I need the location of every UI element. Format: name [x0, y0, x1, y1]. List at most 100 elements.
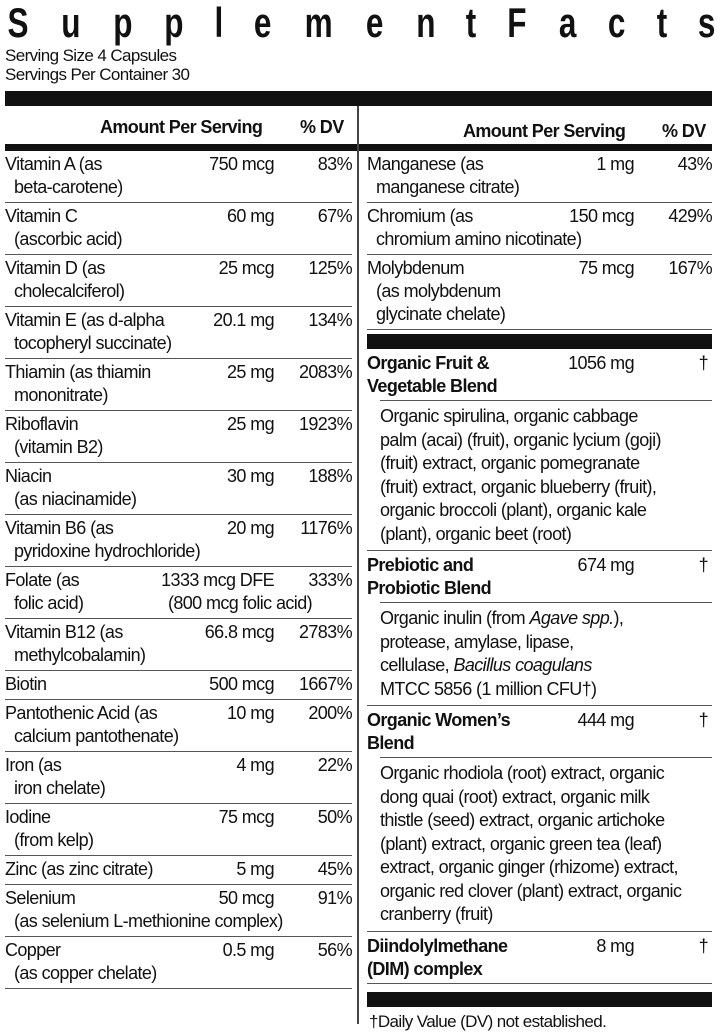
nutrient-name: Iron (as: [5, 755, 62, 775]
ingredient-line: organic broccoli (plant), organic kale: [380, 499, 712, 523]
ingredient-line: cranberry (fruit): [380, 903, 712, 927]
nutrient-name: tocopheryl succinate): [14, 333, 172, 353]
nutrient-amount: 75 mcg: [218, 807, 275, 827]
nutrient-name: Chromium (as: [367, 206, 473, 226]
title-letter: F: [507, 0, 527, 46]
nutrient-name: Manganese (as: [367, 154, 484, 174]
blend-name: Probiotic Blend: [367, 578, 492, 598]
nutrient-name: (as selenium L-methionine complex): [14, 911, 283, 931]
nutrient-dv: 200%: [308, 703, 352, 723]
title-letter: m: [304, 0, 333, 46]
nutrient-row: Vitamin B6 (as pyridoxine hydrochloride) 2…: [5, 515, 353, 567]
ingredient-line: Organic rhodiola (root) extract, organic: [380, 762, 712, 786]
nutrient-row: Vitamin E (as d-alpha tocopheryl succinat…: [5, 307, 353, 359]
nutrient-dv: 1923%: [298, 414, 353, 434]
left-nutrient-list: Vitamin A (as beta-carotene) 750 mcg 83% Vit…: [5, 151, 353, 989]
nutrient-name: (as copper chelate): [14, 963, 157, 983]
title-letter: p: [112, 0, 133, 46]
blend-section: Prebiotic and Probiotic Blend 674 mg † Organ…: [367, 551, 712, 706]
ingredient-text: Organic inulin (from: [380, 608, 530, 628]
nutrient-name: Niacin: [5, 466, 52, 486]
title-letter: p: [164, 0, 184, 46]
nutrient-name: Thiamin (as thiamin: [5, 362, 151, 382]
nutrient-dv: 188%: [308, 466, 352, 486]
nutrient-dv: 125%: [308, 258, 352, 278]
nutrient-name: chromium amino nicotinate): [376, 229, 582, 249]
nutrient-amount: 10 mg: [226, 703, 275, 723]
nutrient-dv: 2083%: [298, 362, 353, 382]
ingredient-text: MTCC 5856 (1 million CFU†): [380, 678, 597, 699]
nutrient-name: (as niacinamide): [14, 489, 137, 509]
nutrient-amount: 25 mcg: [218, 258, 275, 278]
blend-dv: †: [698, 710, 709, 730]
blend-row: Organic Women’s Blend 444 mg †: [367, 706, 712, 757]
nutrient-row: Zinc (as zinc citrate) 5 mg 45%: [5, 856, 353, 885]
footnote: †Daily Value (DV) not established.: [369, 1011, 607, 1031]
blend-ingredients: Organic inulin (from Agave spp.), proteas…: [380, 602, 712, 705]
title-letter: c: [608, 0, 626, 46]
ingredient-text: (fruit) extract, organic pomegranate: [380, 453, 640, 473]
serving-size: Serving Size 4 Capsules: [5, 46, 177, 65]
nutrient-dv: 1176%: [300, 518, 352, 538]
nutrient-row: Folate (as folic acid) 1333 mcg DFE (800 mc…: [5, 567, 353, 619]
ingredient-text: ),: [613, 608, 624, 628]
nutrient-name: Molybdenum: [367, 258, 465, 278]
title-letter: t: [466, 0, 477, 46]
blend-name: Blend: [367, 733, 415, 753]
ingredient-line: (fruit) extract, organic pomegranate: [380, 452, 712, 476]
nutrient-row: Iron (as iron chelate) 4 mg 22%: [5, 752, 353, 804]
right-nutrient-list: Manganese (as manganese citrate) 1 mg 43% Ch…: [367, 151, 713, 1032]
blend-name: (DIM) complex: [367, 958, 483, 979]
nutrient-name: (ascorbic acid): [14, 229, 123, 249]
title-letter: u: [61, 0, 81, 46]
nutrient-row: Selenium (as selenium L-methionine comple…: [5, 885, 353, 937]
blend-dv: †: [698, 555, 709, 575]
nutrient-amount: 5 mg: [236, 859, 274, 879]
ingredient-line: (fruit) extract, organic blueberry (frui…: [380, 476, 712, 500]
nutrient-name: Selenium: [5, 888, 76, 908]
nutrient-amount: 20.1 mg: [213, 310, 274, 330]
ingredient-line: cellulase, Bacillus coagulans: [380, 654, 712, 678]
blend-name: Organic Fruit &: [367, 353, 490, 373]
nutrient-row: Biotin 500 mcg 1667%: [5, 671, 353, 700]
ingredient-line: palm (acai) (fruit), organic lycium (goj…: [380, 429, 712, 453]
nutrient-name: glycinate chelate): [376, 304, 506, 324]
nutrient-amount: 750 mcg: [209, 154, 274, 174]
ingredient-text: (fruit) extract, organic blueberry (frui…: [380, 476, 657, 497]
nutrient-name: cholecalciferol): [14, 281, 125, 301]
right-amount-header: Amount Per Serving: [463, 121, 626, 141]
ingredient-text: (plant) extract, organic green tea (leaf…: [380, 833, 662, 854]
nutrient-name: Folate (as: [5, 570, 80, 590]
blend-amount: 1056 mg: [568, 353, 634, 373]
blend-ingredients: Organic spirulina, organic cabbage palm (…: [380, 400, 712, 550]
nutrient-amount: 4 mg: [236, 755, 274, 775]
right-header-bar: [359, 144, 712, 151]
nutrient-name: calcium pantothenate): [14, 726, 179, 746]
nutrient-amount: 25 mg: [226, 414, 275, 434]
ingredient-text: organic broccoli (plant), organic kale: [380, 500, 647, 520]
blend-divider-bar: [367, 334, 712, 349]
nutrient-row: Thiamin (as thiamin mononitrate) 25 mg 2083…: [5, 359, 353, 411]
ingredient-text: organic red clover (plant) extract, orga…: [380, 880, 682, 901]
blend-amount: 674 mg: [577, 555, 635, 575]
nutrient-dv: 134%: [308, 310, 352, 330]
nutrient-dv: 43%: [677, 154, 713, 174]
ingredient-text: Organic rhodiola (root) extract, organic: [380, 763, 665, 783]
ingredient-line: dong quai (root) extract, organic milk: [380, 786, 712, 810]
title-letter: n: [415, 0, 436, 46]
nutrient-dv: 67%: [317, 206, 353, 226]
top-divider-bar: [5, 91, 712, 106]
nutrient-dv: 56%: [317, 940, 353, 960]
nutrient-amount: 500 mcg: [209, 674, 274, 694]
ingredient-line: (plant), organic beet (root): [380, 523, 712, 547]
nutrient-row: Vitamin D (as cholecalciferol) 25 mcg 125%: [5, 255, 353, 307]
nutrient-name: iron chelate): [14, 778, 106, 798]
blend-ingredients: Organic rhodiola (root) extract, organic…: [380, 757, 712, 931]
nutrient-dv: 2783%: [298, 622, 353, 642]
ingredient-text: cranberry (fruit): [380, 904, 493, 924]
nutrient-row: Chromium (as chromium amino nicotinate) 15…: [367, 203, 713, 255]
servings-per-container: Servings Per Container 30: [5, 65, 190, 84]
nutrient-dv: 429%: [668, 206, 712, 226]
nutrient-amount: 25 mg: [226, 362, 275, 382]
nutrient-amount: 1 mg: [596, 154, 634, 174]
